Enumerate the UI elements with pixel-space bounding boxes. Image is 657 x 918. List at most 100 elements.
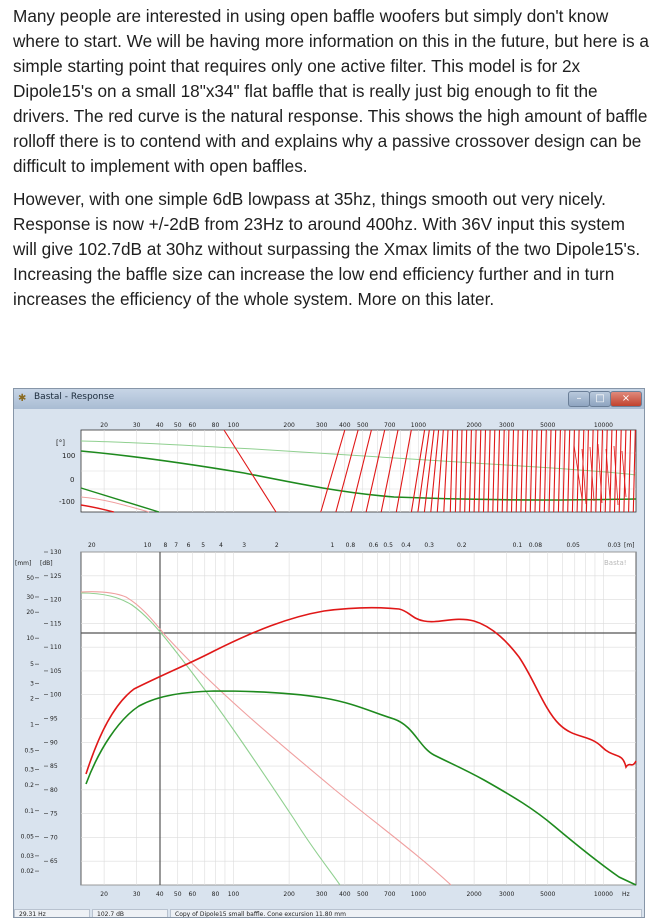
main-freq-tick: 3000 (499, 891, 514, 898)
phase-freq-tick: 2000 (466, 422, 481, 429)
mm-unit-label: [mm] (15, 560, 31, 567)
app-icon: ✱ (18, 393, 27, 404)
wavelength-tick: 7 (174, 542, 178, 549)
main-freq-tick: 500 (357, 891, 369, 898)
main-freq-tick: 2000 (466, 891, 481, 898)
mm-tick: 0.1 (24, 808, 34, 815)
wavelength-axis: 20 10 8 7 6 5 4 3 2 1 0.8 0.6 0.5 0.4 0.3 0.2 0.1 0.08 0.0… (88, 542, 621, 549)
mm-tick: 3 (30, 680, 34, 687)
db-tick: 95 (50, 716, 58, 723)
db-tick: 65 (50, 858, 58, 865)
mm-tick: 30 (26, 594, 34, 601)
wavelength-tick: 5 (201, 542, 205, 549)
db-tick: 110 (50, 644, 62, 651)
mm-tick: 5 (30, 661, 34, 668)
phase-curve-red-wrapping (223, 429, 636, 513)
mm-tick: 20 (26, 609, 34, 616)
article-text: Many people are interested in using open… (13, 4, 649, 320)
main-freq-tick: 100 (228, 891, 240, 898)
phase-curve-green-low (80, 487, 160, 513)
phase-unit-label: [°] (56, 439, 65, 447)
wavelength-unit: [m] (624, 542, 635, 549)
phase-frequency-axis: 20 30 40 50 60 80 100 200 300 400 500 700 1000 2000 30… (100, 422, 613, 429)
basta-response-window: ✱ Bastal - Response – □ × 20 30 40 50 60 80 10… (13, 388, 645, 918)
phase-tick-neg100: -100 (59, 498, 75, 506)
wavelength-tick: 3 (242, 542, 246, 549)
article-paragraph-1: Many people are interested in using open… (13, 6, 649, 176)
main-freq-tick: 10000 (594, 891, 613, 898)
phase-wrap-segments (223, 429, 636, 513)
main-freq-tick: 80 (212, 891, 220, 898)
window-titlebar[interactable]: ✱ Bastal - Response – □ × (14, 389, 644, 409)
main-freq-tick: 50 (174, 891, 182, 898)
article-paragraph-2: However, with one simple 6dB lowpass at … (13, 189, 641, 309)
basta-watermark: Basta! (604, 559, 627, 567)
phase-tick-0: 0 (70, 476, 74, 484)
phase-freq-tick: 40 (156, 422, 164, 429)
response-plots: 20 30 40 50 60 80 100 200 300 400 500 700 1000 2000 30… (15, 422, 637, 898)
status-description: Copy of Dipole15 small baffle. Cone excu… (170, 909, 642, 917)
db-tick: 120 (50, 597, 62, 604)
close-button[interactable]: × (610, 391, 642, 407)
db-tick: 125 (50, 573, 62, 580)
phase-freq-tick: 60 (189, 422, 197, 429)
phase-freq-tick: 80 (212, 422, 220, 429)
db-axis: 130 125 120 115 110 105 100 95 90 85 80 75 70 65 (44, 549, 62, 865)
db-tick: 100 (50, 692, 62, 699)
wavelength-tick: 2 (275, 542, 279, 549)
main-freq-tick: 200 (283, 891, 295, 898)
phase-freq-tick: 20 (100, 422, 108, 429)
main-freq-tick: 1000 (411, 891, 426, 898)
mm-tick: 0.03 (21, 853, 35, 860)
mm-tick: 0.02 (21, 868, 35, 875)
phase-grid (81, 430, 636, 512)
phase-freq-tick: 400 (339, 422, 351, 429)
mm-tick: 0.05 (21, 834, 35, 841)
wavelength-tick: 0.1 (513, 542, 523, 549)
db-tick: 70 (50, 834, 58, 841)
wavelength-tick: 0.03 (608, 542, 622, 549)
main-freq-tick: 400 (339, 891, 351, 898)
wavelength-tick: 0.05 (566, 542, 580, 549)
status-frequency: 29.31 Hz (14, 909, 90, 917)
phase-freq-tick: 3000 (499, 422, 514, 429)
db-tick: 85 (50, 763, 58, 770)
phase-tick-100: 100 (62, 452, 75, 460)
main-freq-tick: 300 (316, 891, 328, 898)
phase-freq-tick: 300 (316, 422, 328, 429)
phase-freq-tick: 1000 (411, 422, 426, 429)
hz-unit-label: Hz (622, 891, 630, 898)
mm-tick: 2 (30, 695, 34, 702)
db-tick: 105 (50, 668, 62, 675)
excursion-axis: 50 30 20 10 5 3 2 1 0.5 0.3 0.2 0.1 0.05 0.03 0.02 (21, 575, 39, 875)
phase-curves (80, 429, 637, 513)
phase-freq-tick: 200 (283, 422, 295, 429)
phase-freq-tick: 5000 (540, 422, 555, 429)
phase-freq-tick: 100 (228, 422, 240, 429)
mm-tick: 50 (26, 575, 34, 582)
phase-curve-green (80, 450, 637, 501)
wavelength-tick: 10 (144, 542, 152, 549)
db-tick: 130 (50, 549, 62, 556)
phase-wrap-dense (573, 443, 627, 506)
wavelength-tick: 4 (219, 542, 223, 549)
window-title: Bastal - Response (34, 392, 115, 402)
phase-freq-tick: 10000 (594, 422, 613, 429)
wavelength-tick: 0.2 (457, 542, 467, 549)
wavelength-tick: 0.8 (346, 542, 356, 549)
wavelength-tick: 6 (187, 542, 191, 549)
excursion-curve-light-green (80, 592, 341, 886)
natural-response-curve-red (85, 606, 637, 775)
db-tick: 115 (50, 620, 62, 627)
main-freq-tick: 5000 (540, 891, 555, 898)
phase-curve-light-green (80, 440, 637, 476)
db-tick: 90 (50, 739, 58, 746)
wavelength-tick: 20 (88, 542, 96, 549)
wavelength-tick: 0.6 (369, 542, 379, 549)
mm-tick: 0.5 (24, 747, 34, 754)
filtered-response-curve-green (85, 690, 637, 886)
status-level: 102.7 dB (92, 909, 168, 917)
wavelength-tick: 0.4 (401, 542, 411, 549)
phase-curve-light-red (80, 496, 150, 513)
main-freq-tick: 700 (384, 891, 396, 898)
